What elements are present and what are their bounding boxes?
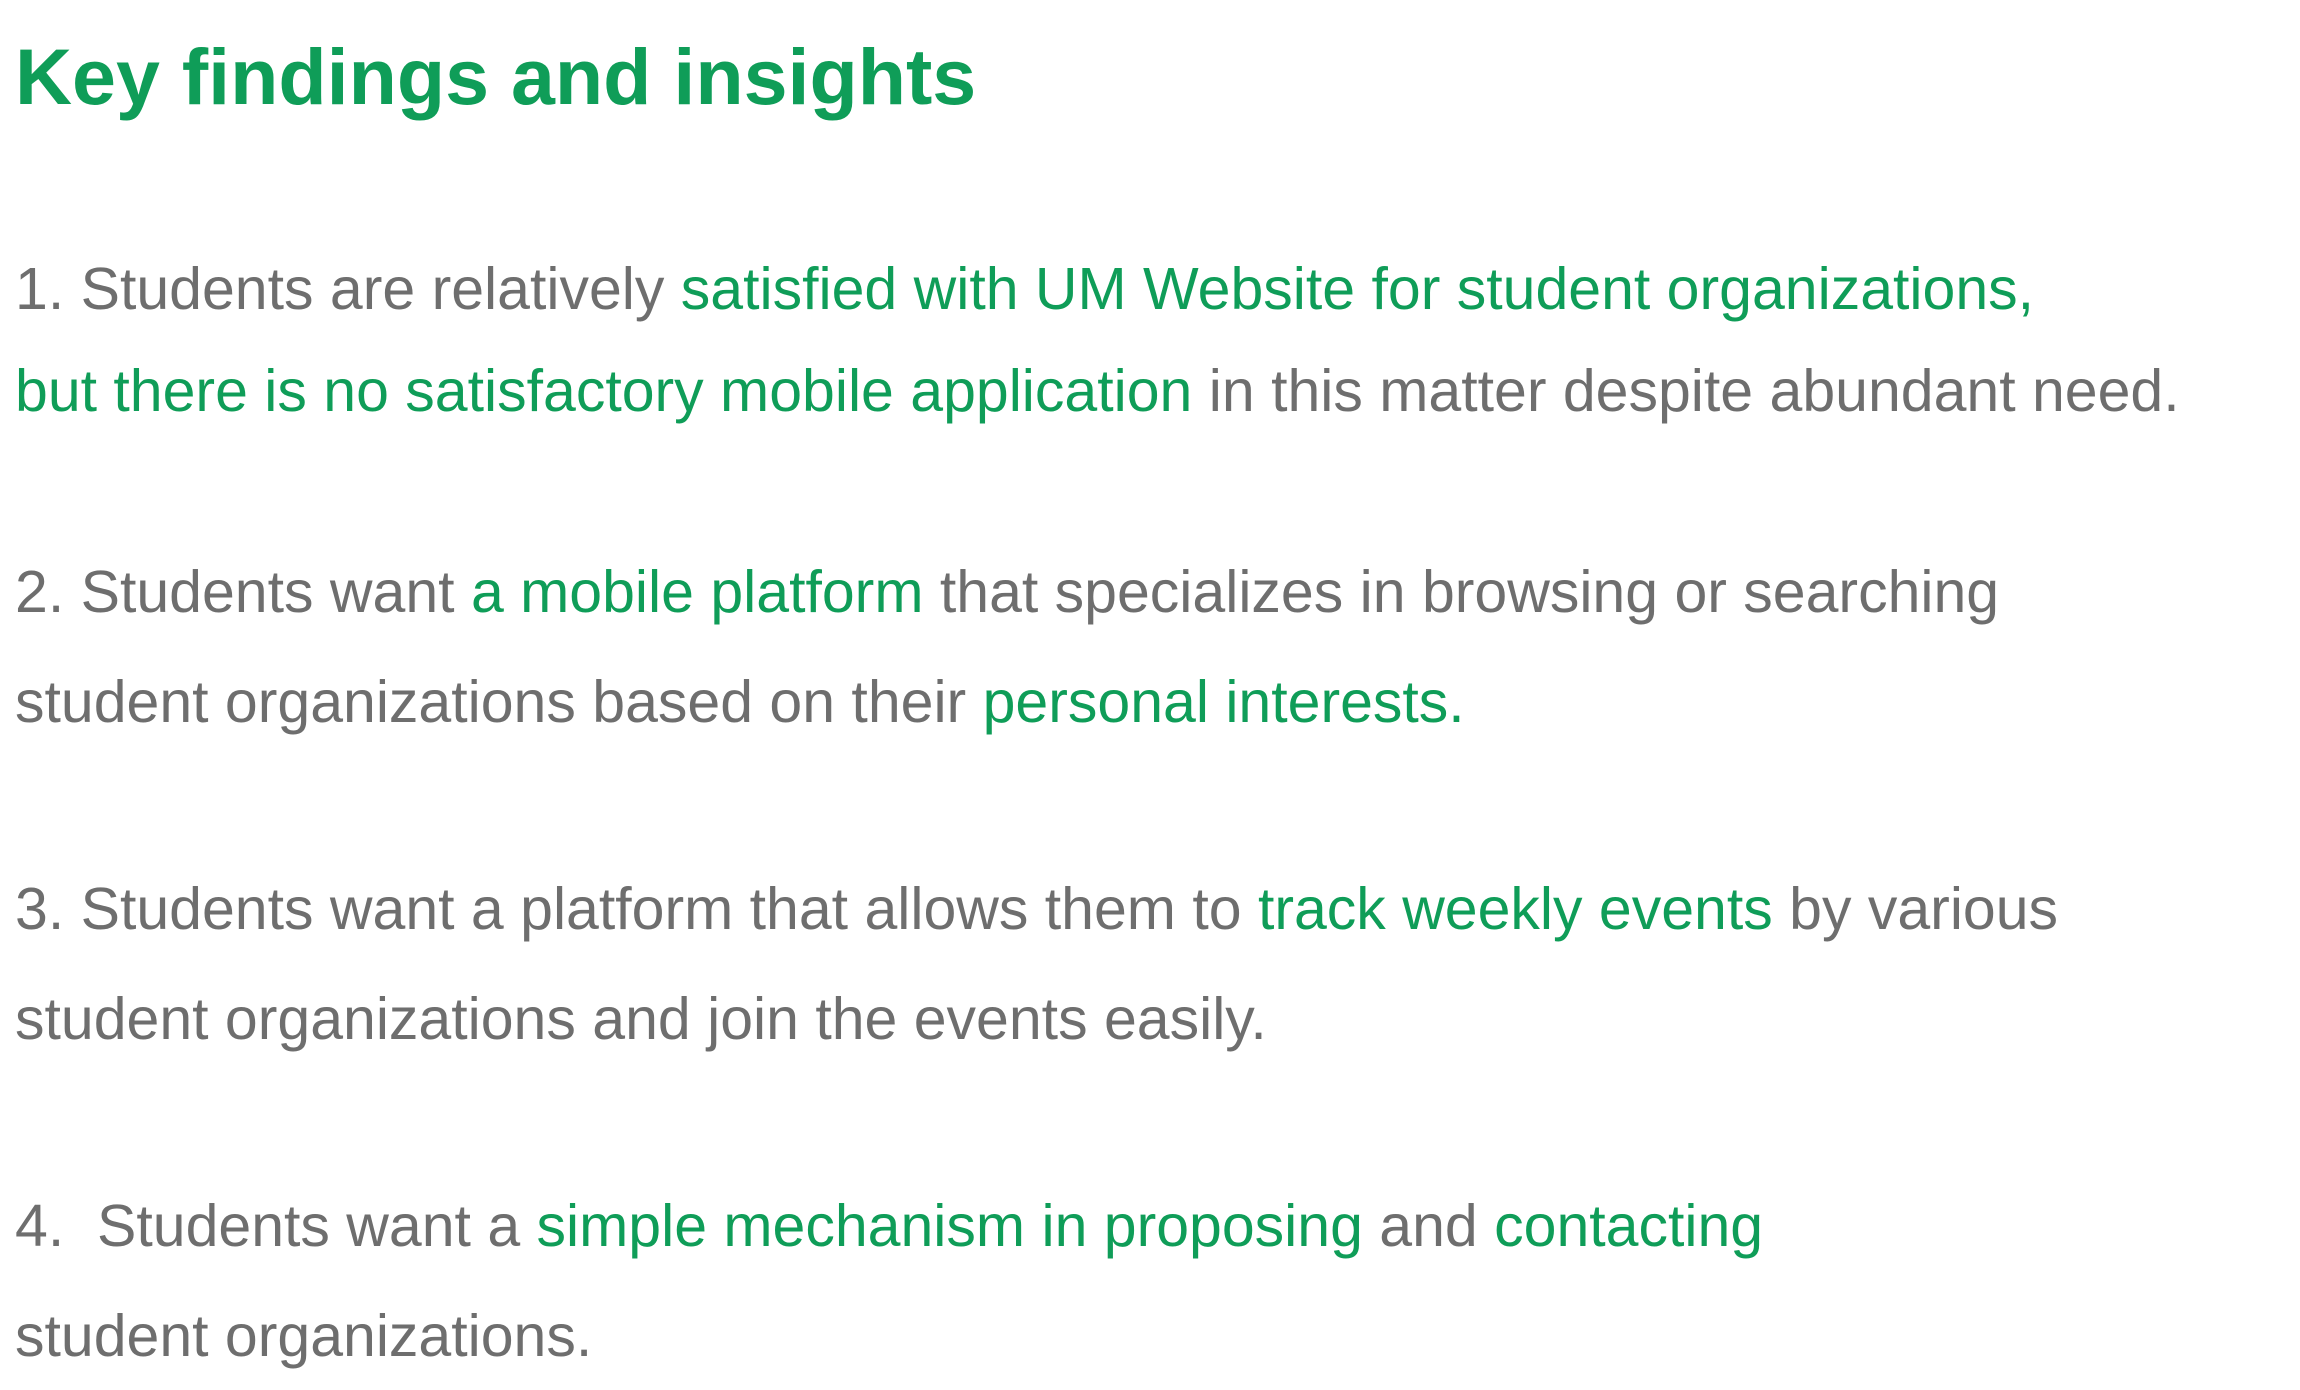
finding-1-highlight: satisfied with UM Website for student or…	[680, 256, 2035, 322]
finding-2-line-1: 2. Students want a mobile platform that …	[15, 563, 1999, 622]
page-title: Key findings and insights	[15, 32, 977, 121]
finding-4-highlight: simple mechanism in proposing	[536, 1193, 1363, 1259]
finding-1: 1. Students are relatively satisfied wit…	[15, 260, 2180, 421]
finding-3-line-2: student organizations and join the event…	[15, 990, 2058, 1049]
finding-1-line-1: 1. Students are relatively satisfied wit…	[15, 260, 2180, 319]
finding-4-highlight: contacting	[1494, 1193, 1764, 1259]
finding-4-number: 4.	[15, 1193, 65, 1259]
finding-4: 4. Students want a simple mechanism in p…	[15, 1197, 1763, 1366]
finding-3-text: by various	[1772, 876, 2059, 942]
finding-3: 3. Students want a platform that allows …	[15, 880, 2058, 1049]
finding-2: 2. Students want a mobile platform that …	[15, 563, 1999, 732]
finding-2-highlight: personal interests.	[982, 669, 1465, 735]
finding-2-text: that specializes in browsing or searchin…	[923, 559, 2000, 625]
finding-3-text: Students want a platform that allows the…	[80, 876, 1258, 942]
finding-4-line-2: student organizations.	[15, 1307, 1763, 1366]
finding-2-number: 2.	[15, 559, 65, 625]
finding-1-number: 1.	[15, 256, 65, 322]
finding-3-line-1: 3. Students want a platform that allows …	[15, 880, 2058, 939]
finding-4-line-1: 4. Students want a simple mechanism in p…	[15, 1197, 1763, 1256]
finding-3-text: student organizations and join the event…	[15, 986, 1267, 1052]
finding-1-text: in this matter despite abundant need.	[1192, 358, 2180, 424]
finding-2-highlight: a mobile platform	[470, 559, 924, 625]
finding-1-line-2: but there is no satisfactory mobile appl…	[15, 362, 2180, 421]
finding-2-text: student organizations based on their	[15, 669, 983, 735]
finding-4-text: and	[1362, 1193, 1495, 1259]
finding-3-number: 3.	[15, 876, 65, 942]
finding-1-highlight: but there is no satisfactory mobile appl…	[15, 358, 1193, 424]
finding-2-line-2: student organizations based on their per…	[15, 673, 1999, 732]
finding-2-text: Students want	[80, 559, 471, 625]
finding-1-text: Students are relatively	[80, 256, 681, 322]
finding-4-text: student organizations.	[15, 1303, 593, 1369]
finding-3-highlight: track weekly events	[1257, 876, 1773, 942]
finding-4-text: Students want a	[97, 1193, 537, 1259]
